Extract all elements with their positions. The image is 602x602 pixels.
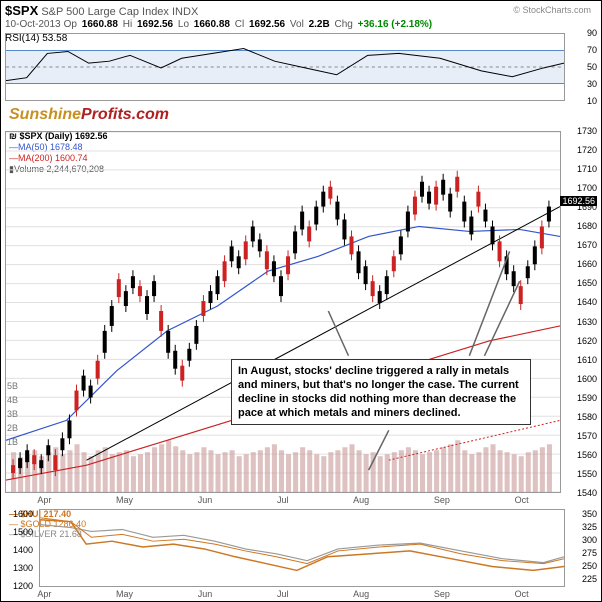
price-axis: 1730172017101700169016801670166016501640…	[565, 131, 597, 493]
chart-container: $SPX S&P 500 Large Cap Index INDX © Stoc…	[0, 0, 602, 602]
chart-date: 10-Oct-2013	[5, 19, 61, 30]
rsi-axis: 9070503010	[569, 33, 597, 101]
chart-header: $SPX S&P 500 Large Cap Index INDX © Stoc…	[5, 3, 597, 30]
ticker-symbol: $SPX	[5, 3, 38, 18]
lower-panel: — $HUI 217.40 — $GOLD 1286.40 — $SILVER …	[5, 509, 597, 587]
watermark: SunshineProfits.com	[9, 106, 169, 124]
x-axis-main: AprMayJunJulAugSepOct	[5, 495, 561, 505]
annotation-box: In August, stocks' decline triggered a r…	[231, 359, 531, 425]
index-name: S&P 500 Large Cap Index	[41, 6, 169, 18]
ohlc-row: Op 1660.88 Hi 1692.56 Lo 1660.88 Cl 1692…	[64, 19, 434, 30]
rsi-chart	[5, 33, 565, 101]
rsi-panel: RSI(14) 53.58 9070503010	[5, 33, 597, 101]
credit-text: © StockCharts.com	[513, 5, 591, 15]
volume-axis: 5B4B3B2B1B	[7, 381, 18, 451]
main-panel: ₪ $SPX (Daily) 1692.56 —MA(50) 1678.48 —…	[5, 131, 597, 493]
price-chart	[5, 131, 561, 493]
x-axis-lower: AprMayJunJulAugSepOct	[5, 589, 561, 599]
lower-chart	[39, 509, 565, 587]
exchange: INDX	[172, 6, 198, 18]
